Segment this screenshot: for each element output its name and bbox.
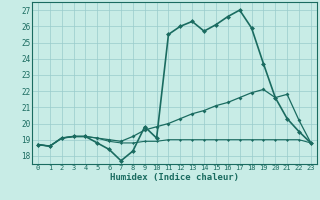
X-axis label: Humidex (Indice chaleur): Humidex (Indice chaleur)	[110, 173, 239, 182]
